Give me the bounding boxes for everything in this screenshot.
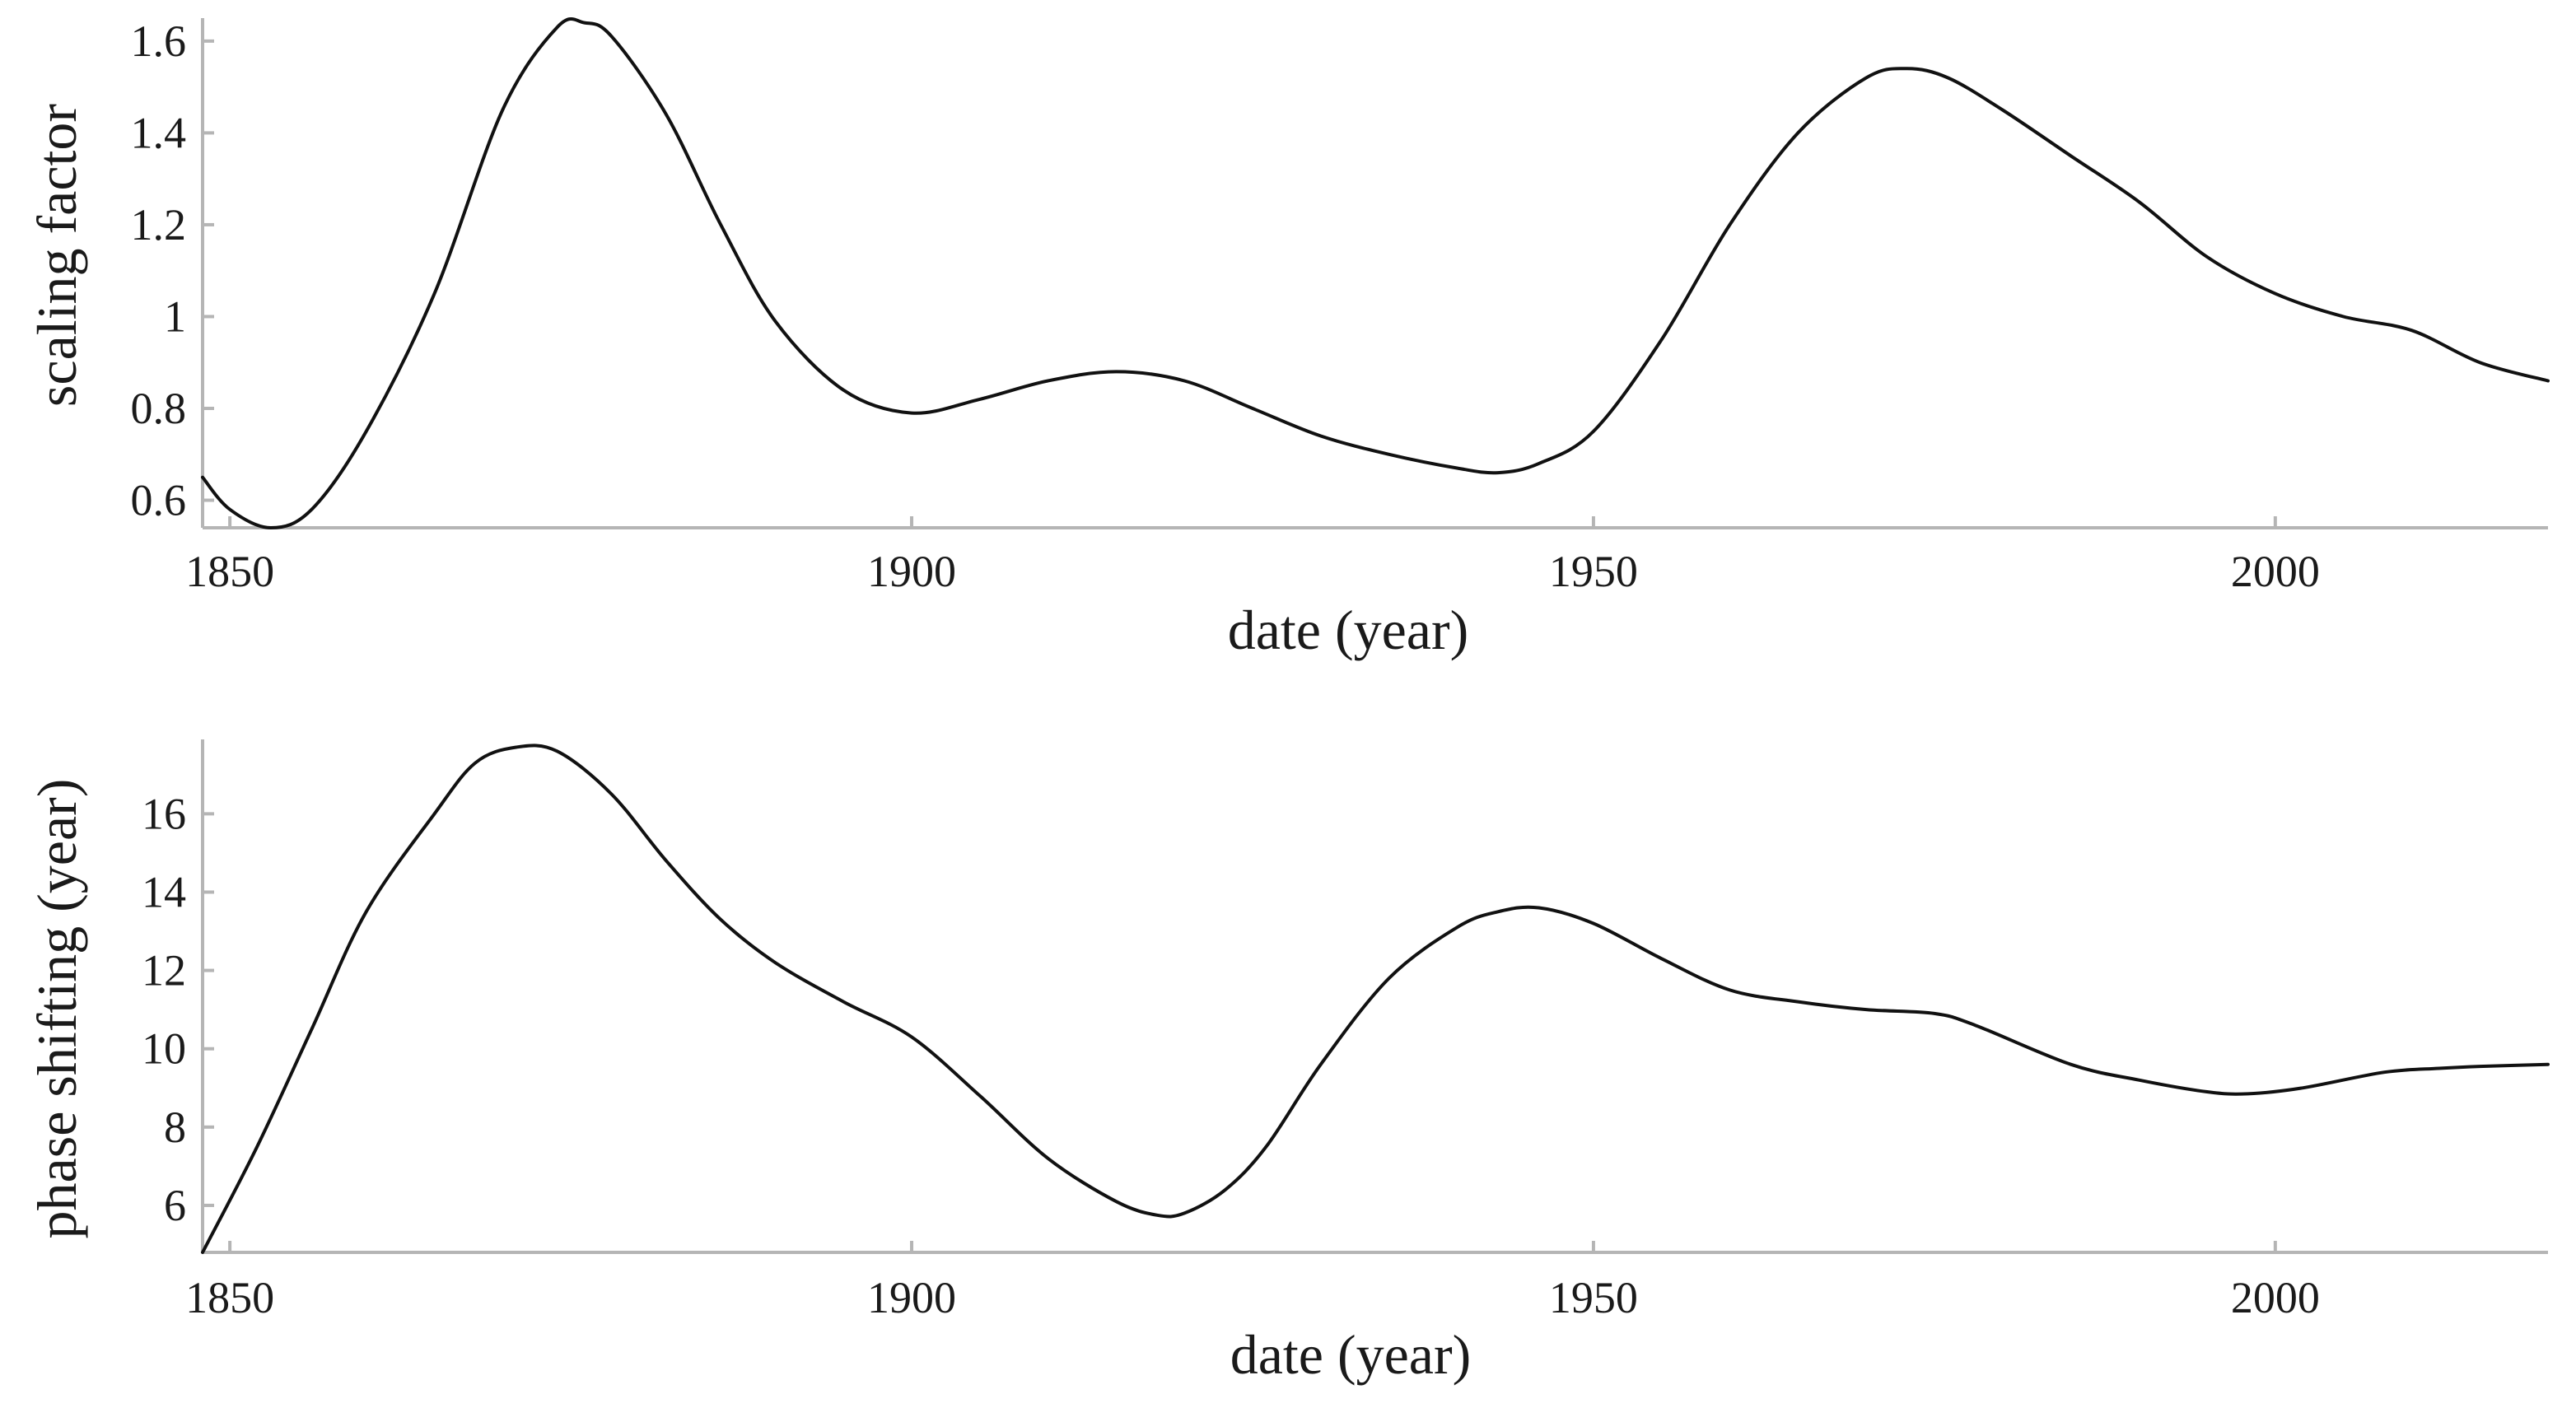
bottom-series-line	[201, 744, 2550, 1254]
bottom-xtick-label: 1850	[185, 1273, 274, 1322]
top-y-ticks: 0.6 0.8 1 1.2 1.4 1.6	[131, 16, 214, 525]
top-xtick-label: 1900	[867, 547, 956, 596]
bottom-ytick-label: 8	[164, 1103, 186, 1152]
top-series-line	[201, 17, 2550, 529]
bottom-xtick-label: 1900	[867, 1273, 956, 1322]
top-ytick-label: 1	[164, 291, 186, 341]
bottom-ylabel: phase shifting (year)	[26, 779, 88, 1239]
bottom-ytick-label: 6	[164, 1181, 186, 1230]
top-ytick-label: 0.6	[131, 476, 187, 525]
bottom-xtick-label: 1950	[1549, 1273, 1638, 1322]
bottom-panel: phase shifting (year) date (year) 6 8 10 12…	[26, 739, 2550, 1386]
bottom-xtick-label: 2000	[2231, 1273, 2320, 1322]
top-ytick-label: 1.6	[131, 16, 187, 66]
top-xtick-label: 1850	[185, 547, 274, 596]
bottom-ytick-label: 10	[142, 1024, 186, 1074]
top-ylabel: scaling factor	[26, 104, 88, 408]
bottom-ytick-label: 12	[142, 946, 186, 995]
top-xtick-label: 2000	[2231, 547, 2320, 596]
top-xlabel: date (year)	[1228, 599, 1469, 661]
top-panel: scaling factor date (year) 0.6 0.8 1 1.2 1.4…	[26, 16, 2550, 661]
top-xtick-label: 1950	[1549, 547, 1638, 596]
bottom-x-ticks: 1850 1900 1950 2000	[185, 1241, 2320, 1322]
top-ytick-label: 1.2	[131, 200, 187, 249]
bottom-xlabel: date (year)	[1230, 1323, 1472, 1386]
bottom-y-ticks: 6 8 10 12 14 16	[142, 789, 214, 1230]
top-x-ticks: 1850 1900 1950 2000	[185, 516, 2320, 596]
bottom-ytick-label: 16	[142, 789, 186, 838]
bottom-ytick-label: 14	[142, 867, 186, 916]
top-ytick-label: 0.8	[131, 384, 187, 433]
top-ytick-label: 1.4	[131, 108, 187, 157]
